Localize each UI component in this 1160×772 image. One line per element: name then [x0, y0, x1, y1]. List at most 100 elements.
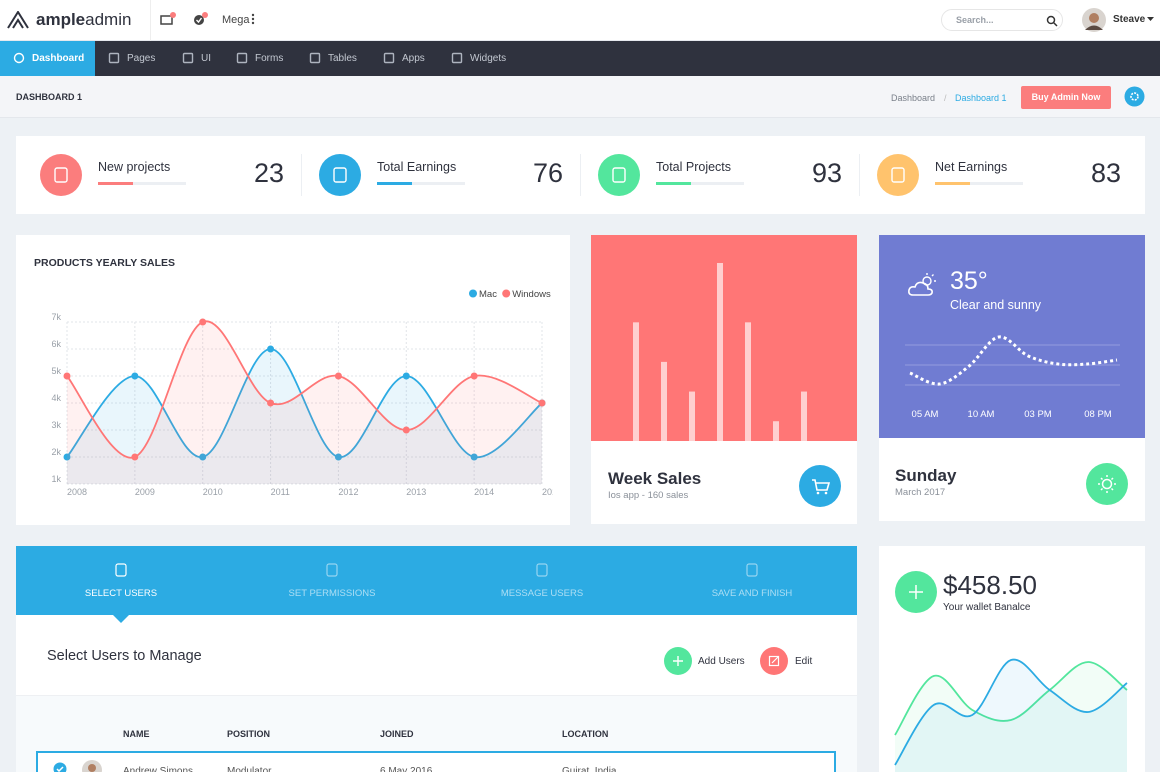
stat-icon — [598, 154, 640, 196]
selected-row[interactable] — [36, 751, 836, 772]
step-icon — [115, 563, 127, 577]
yearly-sales-card: PRODUCTS YEARLY SALES — [16, 235, 570, 525]
caret — [1147, 17, 1154, 21]
stat-divider — [580, 154, 581, 196]
nav-item[interactable]: Forms — [255, 53, 284, 64]
breadcrumb-separator: / — [944, 93, 947, 103]
row-check[interactable] — [53, 762, 67, 772]
breadcrumb-current: Dashboard 1 — [955, 93, 1007, 103]
nav-item[interactable]: Widgets — [470, 53, 507, 64]
nav-item[interactable]: Dashboard — [32, 53, 85, 64]
search-box[interactable]: Search... — [941, 9, 1063, 31]
stat-icon — [319, 154, 361, 196]
user-name[interactable]: Steave — [1113, 14, 1146, 25]
temperature: 35° — [950, 267, 988, 295]
stat-label: New projects — [98, 160, 171, 174]
sun-button[interactable] — [1086, 463, 1128, 505]
row-avatar — [82, 760, 102, 772]
nav-icon — [451, 52, 463, 64]
nav-item[interactable]: UI — [201, 53, 211, 64]
stat-label: Net Earnings — [935, 160, 1008, 174]
wallet-amount: $458.50 — [943, 570, 1037, 600]
week-sales-banner — [591, 235, 857, 441]
table-cell: Andrew Simons — [123, 766, 194, 772]
nav-icon — [108, 52, 120, 64]
stat-value: 83 — [1090, 158, 1121, 188]
stat-value: 76 — [532, 158, 563, 188]
stat-value: 93 — [811, 158, 842, 188]
stat-label: Total Earnings — [377, 160, 457, 174]
settings-button[interactable] — [1124, 86, 1145, 107]
avatar[interactable] — [1082, 8, 1106, 32]
stat-track — [98, 182, 186, 185]
stat-track — [935, 182, 1023, 185]
stat-label: Total Projects — [656, 160, 732, 174]
wizard-step[interactable]: MESSAGE USERS — [500, 588, 584, 599]
mail-icon[interactable] — [158, 11, 180, 29]
page-title: DASHBOARD 1 — [16, 92, 83, 102]
column-header: JOINED — [380, 729, 414, 739]
step-icon — [746, 563, 758, 577]
stat-divider — [859, 154, 860, 196]
step-icon — [536, 563, 548, 577]
wizard-step[interactable]: SAVE AND FINISH — [711, 588, 793, 599]
stat-divider — [301, 154, 302, 196]
column-header: LOCATION — [562, 729, 609, 739]
weather-banner — [879, 235, 1145, 438]
edit-button[interactable]: Edit — [795, 656, 813, 667]
stat-track — [377, 182, 465, 185]
buy-button[interactable]: Buy Admin Now — [1021, 86, 1111, 109]
brand-bold: ample — [36, 10, 86, 29]
column-header: NAME — [123, 729, 150, 739]
weather-date: March 2017 — [895, 487, 946, 498]
stat-bar — [935, 182, 970, 185]
search-icon — [1046, 15, 1058, 27]
weather-icon — [908, 273, 936, 296]
cart-button[interactable] — [799, 465, 841, 507]
wizard-step[interactable]: SELECT USERS — [84, 588, 158, 599]
nav-icon — [182, 52, 194, 64]
nav-icon — [236, 52, 248, 64]
navbar: Dashboard Pages UI Forms Tables Apps Widgets — [0, 41, 1160, 76]
table-cell: Gujrat, India — [562, 766, 617, 772]
edit-icon[interactable] — [760, 647, 788, 675]
table-cell: 6 May 2016 — [380, 766, 433, 772]
nav-item[interactable]: Tables — [328, 53, 357, 64]
week-sales-title: Week Sales — [608, 469, 702, 488]
step-icon — [326, 563, 338, 577]
search-placeholder: Search... — [956, 15, 994, 25]
wallet-caption: Your wallet Banalce — [943, 602, 1031, 613]
step-pointer — [113, 615, 129, 623]
nav-item[interactable]: Pages — [127, 53, 156, 64]
stat-bar — [656, 182, 691, 185]
wizard-step[interactable]: SET PERMISSIONS — [288, 588, 376, 599]
stat-icon — [40, 154, 82, 196]
nav-icon — [383, 52, 395, 64]
wallet-add-button[interactable] — [895, 571, 937, 613]
brand-light: admin — [85, 10, 132, 29]
wizard-heading: Select Users to Manage — [47, 648, 202, 664]
wizard-card: SELECT USERS SET PERMISSIONS MESSAGE USERS… — [16, 546, 857, 772]
mega-menu[interactable]: Mega — [222, 14, 250, 26]
add-users-button[interactable]: Add Users — [698, 656, 745, 667]
nav-icon — [13, 52, 25, 64]
users-table: NAME POSITION JOINED LOCATION Andrew Simons M… — [16, 695, 857, 772]
weather-card: 35° Clear and sunny Sunday March 2017 — [879, 235, 1145, 521]
chart-title: PRODUCTS YEARLY SALES — [34, 257, 176, 269]
nav-item[interactable]: Apps — [402, 53, 425, 64]
tasks-icon[interactable] — [191, 11, 213, 29]
logo-icon — [7, 11, 29, 29]
stat-bar — [98, 182, 133, 185]
stats-card: New projects 23 Total Earnings 76 Total Proj… — [16, 136, 1145, 214]
weather-condition: Clear and sunny — [950, 298, 1042, 312]
brand[interactable]: ampleadmin — [36, 10, 131, 30]
nav-active — [0, 41, 95, 76]
separator — [150, 0, 151, 41]
add-users-icon[interactable] — [664, 647, 692, 675]
stat-icon — [877, 154, 919, 196]
stat-track — [656, 182, 744, 185]
breadcrumb-link[interactable]: Dashboard — [891, 93, 936, 103]
stat-value: 23 — [253, 158, 284, 188]
wallet-card: $458.50 Your wallet Banalce — [879, 546, 1145, 772]
